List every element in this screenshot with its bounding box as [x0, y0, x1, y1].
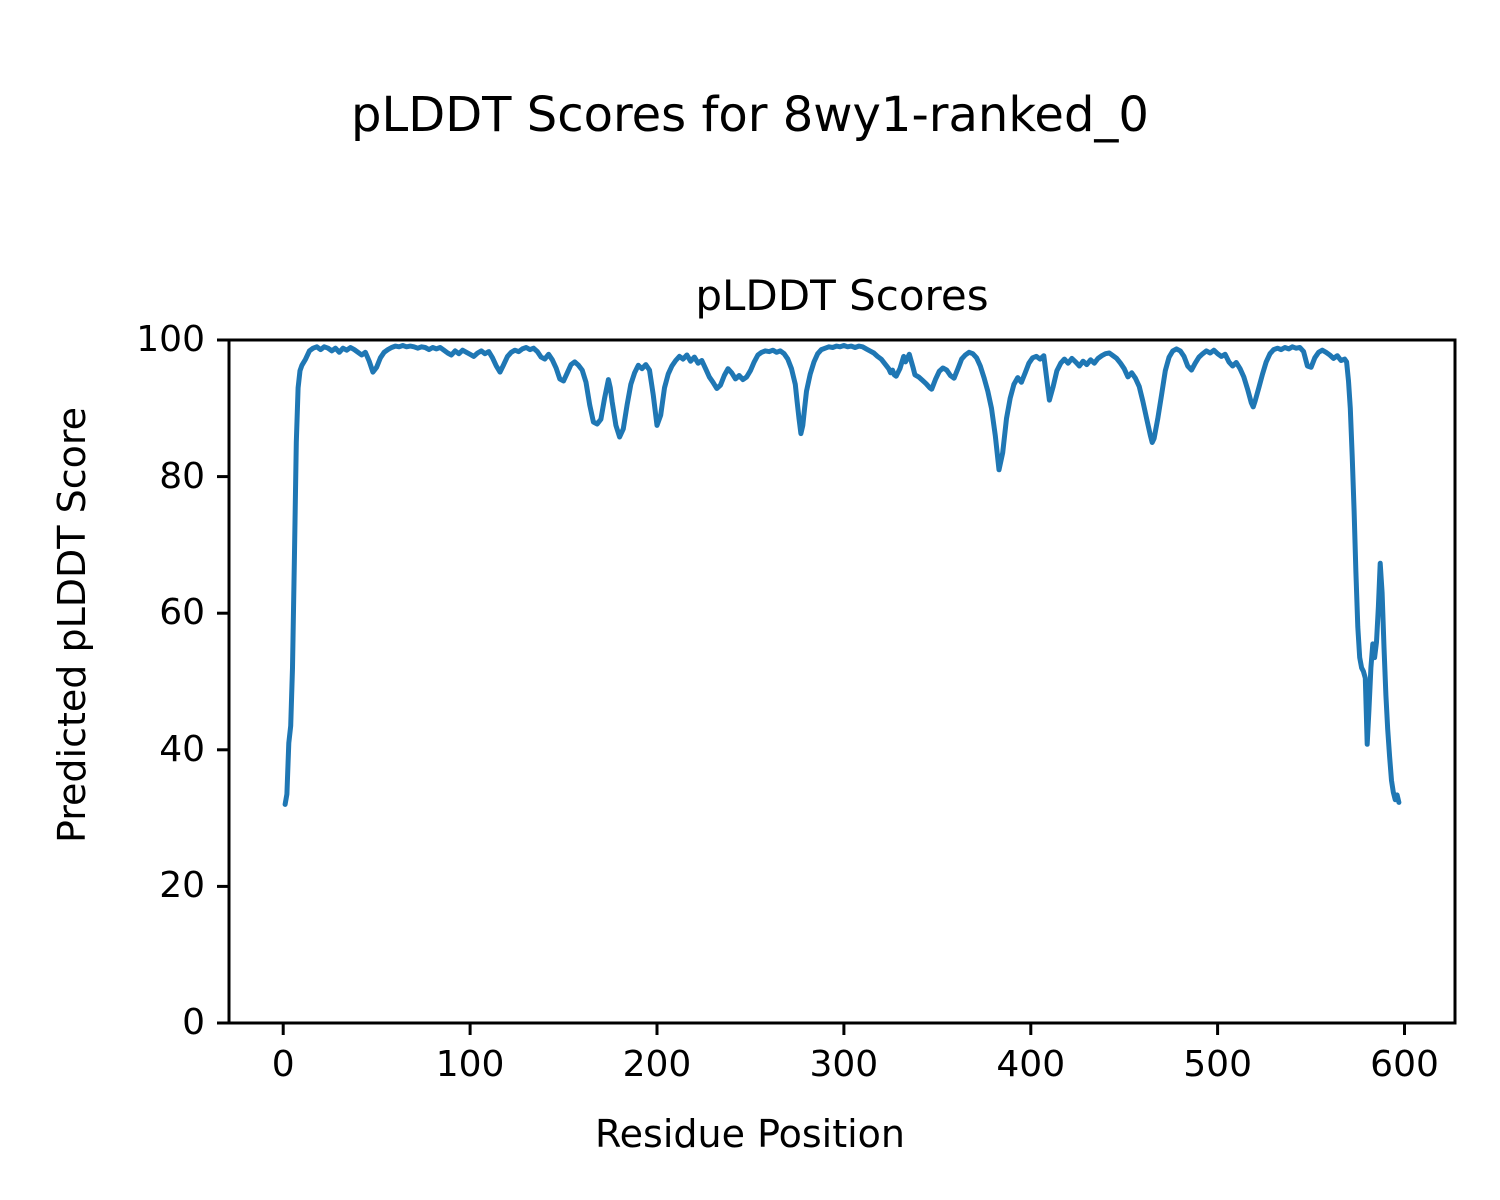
- x-tick-label: 600: [1370, 1044, 1439, 1085]
- y-tick-label: 80: [159, 455, 205, 497]
- x-tick-label: 100: [435, 1044, 505, 1085]
- x-tick-label: 300: [809, 1044, 879, 1085]
- x-tick-label: 500: [1183, 1044, 1252, 1085]
- x-tick-label: 0: [271, 1044, 295, 1085]
- plddt-line: [282, 343, 1402, 807]
- y-tick-label: 60: [159, 592, 205, 634]
- x-tick-label: 200: [622, 1044, 692, 1085]
- y-tick-label: 100: [136, 319, 205, 360]
- y-axis-label: Predicted pLDDT Score: [50, 407, 94, 843]
- figure-suptitle: pLDDT Scores for 8wy1-ranked_0: [351, 87, 1149, 143]
- x-tick-label: 400: [996, 1044, 1066, 1085]
- y-tick-label: 20: [159, 865, 205, 907]
- y-tick-label: 40: [159, 728, 205, 770]
- x-axis-label: Residue Position: [594, 1112, 906, 1156]
- axes-title: pLDDT Scores: [695, 271, 989, 320]
- axes-frame: [227, 338, 1457, 1025]
- y-tick-label: 0: [182, 1002, 205, 1043]
